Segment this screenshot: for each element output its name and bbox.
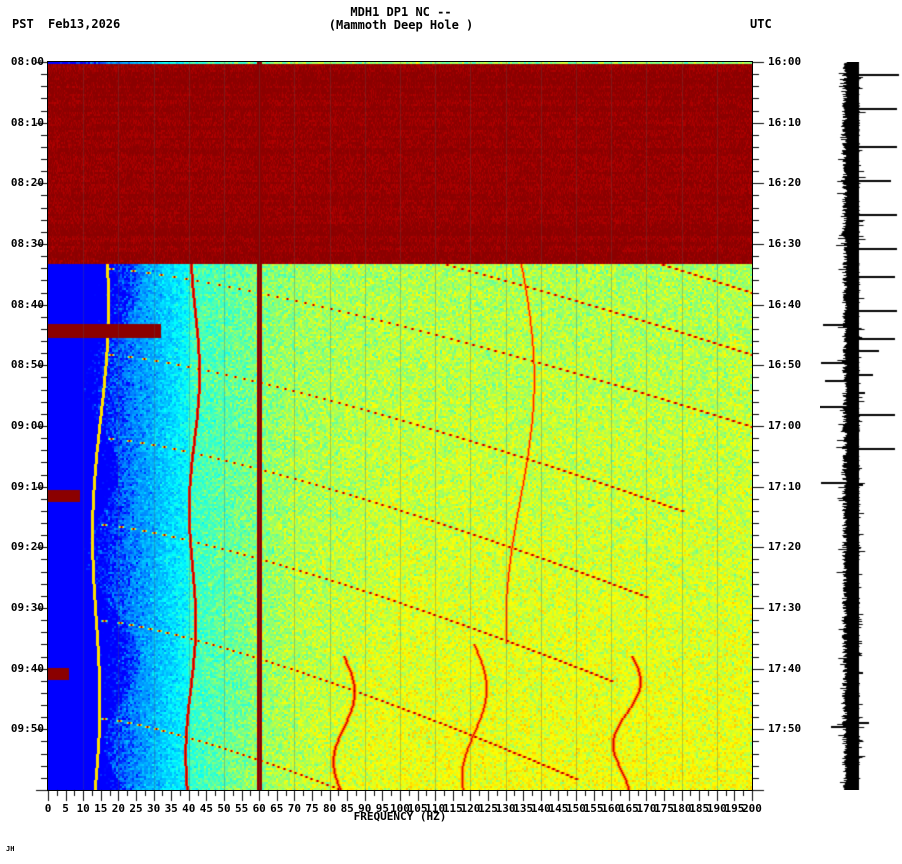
x-axis-tick-label: 125: [478, 802, 498, 815]
x-axis-tick-label: 180: [671, 802, 692, 815]
x-axis-tick-label: 160: [601, 802, 622, 815]
seismogram-canvas[interactable]: [820, 62, 902, 790]
x-axis-tick-label: 35: [164, 802, 178, 815]
y-axis-tick-label-utc: 16:50: [768, 358, 802, 372]
x-axis-tick-label: 75: [305, 802, 319, 815]
x-axis-tick-label: 30: [146, 802, 161, 815]
y-axis-tick-label-pst: 09:40: [10, 661, 44, 675]
timezone-label-right: UTC: [750, 17, 772, 31]
x-axis-tick-label: 150: [566, 802, 586, 815]
x-axis-tick-label: 195: [724, 802, 745, 815]
x-axis-tick-label: 70: [287, 802, 302, 815]
x-axis-tick-label: 85: [340, 802, 354, 815]
y-axis-tick-label-pst: 09:50: [10, 722, 44, 736]
y-axis-tick-label-utc: 17:50: [768, 722, 802, 736]
x-axis-tick-label: 20: [111, 802, 126, 815]
seismogram-strip[interactable]: [820, 62, 902, 790]
spectrogram-plot[interactable]: [48, 62, 752, 790]
corner-watermark: JH: [6, 845, 15, 853]
x-axis-tick-label: 40: [182, 802, 196, 815]
x-axis-tick-label: 185: [689, 802, 710, 815]
y-axis-tick-label-utc: 17:10: [768, 479, 802, 493]
spectrogram-canvas[interactable]: [48, 62, 752, 790]
x-axis-tick-label: 130: [495, 802, 516, 815]
y-axis-tick-label-pst: 08:10: [10, 115, 44, 129]
x-axis-tick-label: 45: [199, 802, 214, 815]
x-axis-tick-label: 110: [425, 802, 446, 815]
x-axis-tick-label: 0: [44, 802, 52, 815]
y-axis-tick-label-pst: 09:30: [10, 601, 44, 614]
y-axis-tick-label-utc: 17:20: [768, 540, 802, 554]
y-axis-tick-label-pst: 09:00: [10, 419, 44, 432]
x-axis-tick-label: 5: [62, 802, 69, 815]
x-axis-tick-label: 90: [358, 802, 372, 815]
y-axis-tick-label-utc: 17:30: [768, 601, 802, 614]
x-axis-tick-label: 65: [270, 802, 284, 815]
y-axis-tick-label-pst: 08:40: [10, 297, 44, 311]
x-axis-tick-label: 175: [654, 802, 674, 815]
y-axis-tick-label-pst: 08:00: [10, 55, 44, 68]
y-axis-tick-label-utc: 16:00: [768, 55, 802, 68]
x-axis-tick-label: 200: [742, 802, 762, 815]
x-axis-tick-label: 170: [636, 802, 657, 815]
y-axis-tick-label-utc: 16:40: [768, 297, 802, 311]
x-axis-tick-label: 165: [618, 802, 639, 815]
x-axis-tick-label: 120: [460, 802, 481, 815]
y-axis-tick-label-pst: 08:20: [10, 176, 44, 190]
x-axis-tick-label: 10: [76, 802, 90, 815]
x-axis-tick-label: 105: [407, 802, 428, 815]
x-axis-tick-label: 15: [94, 802, 108, 815]
x-axis-tick-label: 190: [706, 802, 727, 815]
x-axis-tick-label: 145: [548, 802, 569, 815]
y-axis-tick-label-utc: 16:30: [768, 237, 802, 250]
y-axis-tick-label-utc: 16:10: [768, 115, 802, 129]
x-axis-tick-label: 80: [322, 802, 337, 815]
y-axis-tick-label-pst: 08:50: [10, 358, 44, 372]
x-axis-tick-label: 60: [252, 802, 266, 815]
x-axis-tick-label: 95: [375, 802, 390, 815]
y-axis-tick-label-pst: 09:10: [10, 479, 44, 493]
x-axis-tick-label: 55: [234, 802, 249, 815]
y-axis-tick-label-pst: 08:30: [10, 237, 44, 250]
x-axis-tick-label: 140: [530, 802, 551, 815]
y-axis-tick-label-pst: 09:20: [10, 540, 44, 554]
y-axis-tick-label-utc: 16:20: [768, 176, 802, 190]
y-axis-tick-label-utc: 17:00: [768, 419, 802, 432]
x-axis-tick-label: 115: [442, 802, 463, 815]
x-axis-tick-label: 50: [217, 802, 231, 815]
x-axis-tick-label: 25: [129, 802, 143, 815]
x-axis-tick-label: 155: [583, 802, 604, 815]
x-axis-tick-label: 100: [390, 802, 410, 815]
x-axis-title: FREQUENCY (HZ): [353, 810, 447, 823]
x-axis-tick-label: 135: [513, 802, 534, 815]
y-axis-tick-label-utc: 17:40: [768, 661, 802, 675]
